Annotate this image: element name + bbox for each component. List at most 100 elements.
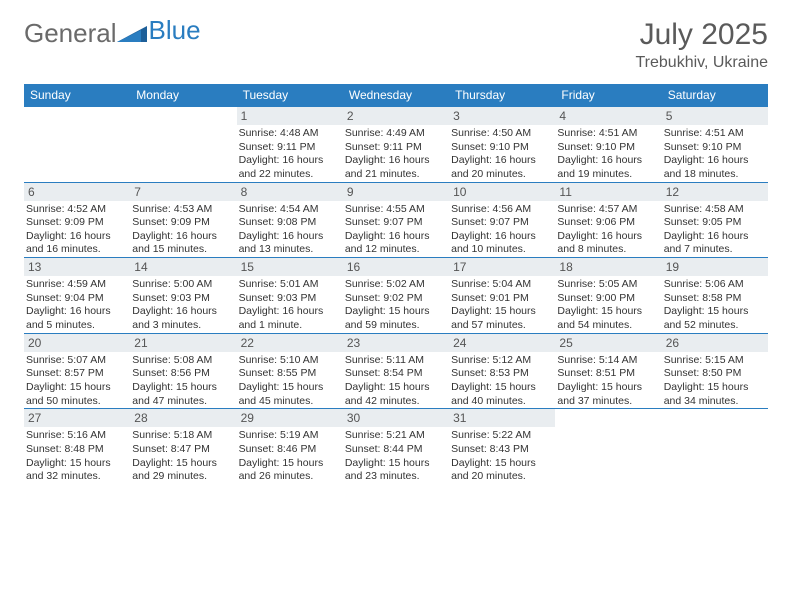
sunset-text: Sunset: 9:10 PM <box>451 141 553 155</box>
daylight-text: Daylight: 15 hours and 50 minutes. <box>26 381 128 408</box>
logo-triangle-icon <box>117 20 147 42</box>
sunrise-text: Sunrise: 5:16 AM <box>26 429 128 443</box>
calendar-cell: 9Sunrise: 4:55 AMSunset: 9:07 PMDaylight… <box>343 182 449 258</box>
sunset-text: Sunset: 9:09 PM <box>132 216 234 230</box>
day-number: 18 <box>555 258 661 276</box>
day-number: 11 <box>555 183 661 201</box>
day-number: 7 <box>130 183 236 201</box>
daylight-text: Daylight: 16 hours and 16 minutes. <box>26 230 128 257</box>
sunrise-text: Sunrise: 5:22 AM <box>451 429 553 443</box>
day-details: Sunrise: 4:51 AMSunset: 9:10 PMDaylight:… <box>555 125 661 182</box>
calendar-row: 1Sunrise: 4:48 AMSunset: 9:11 PMDaylight… <box>24 107 768 183</box>
calendar-cell: 28Sunrise: 5:18 AMSunset: 8:47 PMDayligh… <box>130 409 236 484</box>
sunset-text: Sunset: 8:47 PM <box>132 443 234 457</box>
daylight-text: Daylight: 15 hours and 37 minutes. <box>557 381 659 408</box>
sunset-text: Sunset: 9:11 PM <box>239 141 341 155</box>
sunrise-text: Sunrise: 4:53 AM <box>132 203 234 217</box>
sunrise-text: Sunrise: 5:14 AM <box>557 354 659 368</box>
day-details: Sunrise: 4:58 AMSunset: 9:05 PMDaylight:… <box>662 201 768 258</box>
day-details: Sunrise: 4:49 AMSunset: 9:11 PMDaylight:… <box>343 125 449 182</box>
daylight-text: Daylight: 16 hours and 15 minutes. <box>132 230 234 257</box>
sunset-text: Sunset: 8:54 PM <box>345 367 447 381</box>
calendar-cell: 18Sunrise: 5:05 AMSunset: 9:00 PMDayligh… <box>555 258 661 334</box>
calendar-cell: 17Sunrise: 5:04 AMSunset: 9:01 PMDayligh… <box>449 258 555 334</box>
day-number: 15 <box>237 258 343 276</box>
day-details: Sunrise: 5:07 AMSunset: 8:57 PMDaylight:… <box>24 352 130 409</box>
day-details: Sunrise: 4:50 AMSunset: 9:10 PMDaylight:… <box>449 125 555 182</box>
daylight-text: Daylight: 16 hours and 7 minutes. <box>664 230 766 257</box>
sunset-text: Sunset: 9:09 PM <box>26 216 128 230</box>
day-number: 22 <box>237 334 343 352</box>
day-details: Sunrise: 5:18 AMSunset: 8:47 PMDaylight:… <box>130 427 236 484</box>
daylight-text: Daylight: 15 hours and 29 minutes. <box>132 457 234 484</box>
day-details: Sunrise: 5:21 AMSunset: 8:44 PMDaylight:… <box>343 427 449 484</box>
day-number: 12 <box>662 183 768 201</box>
daylight-text: Daylight: 16 hours and 12 minutes. <box>345 230 447 257</box>
day-number: 21 <box>130 334 236 352</box>
calendar-cell: 23Sunrise: 5:11 AMSunset: 8:54 PMDayligh… <box>343 333 449 409</box>
sunrise-text: Sunrise: 4:56 AM <box>451 203 553 217</box>
day-header: Monday <box>130 84 236 107</box>
sunset-text: Sunset: 8:55 PM <box>239 367 341 381</box>
day-details: Sunrise: 4:54 AMSunset: 9:08 PMDaylight:… <box>237 201 343 258</box>
day-details: Sunrise: 5:14 AMSunset: 8:51 PMDaylight:… <box>555 352 661 409</box>
sunset-text: Sunset: 8:44 PM <box>345 443 447 457</box>
daylight-text: Daylight: 15 hours and 32 minutes. <box>26 457 128 484</box>
calendar-cell: 6Sunrise: 4:52 AMSunset: 9:09 PMDaylight… <box>24 182 130 258</box>
calendar-cell: 22 Sunrise: 5:10 AMSunset: 8:55 PMDayligh… <box>237 333 343 409</box>
calendar-cell <box>24 107 130 183</box>
calendar-cell: 3Sunrise: 4:50 AMSunset: 9:10 PMDaylight… <box>449 107 555 183</box>
sunset-text: Sunset: 8:58 PM <box>664 292 766 306</box>
calendar-cell: 20Sunrise: 5:07 AMSunset: 8:57 PMDayligh… <box>24 333 130 409</box>
day-number: 13 <box>24 258 130 276</box>
day-number: 17 <box>449 258 555 276</box>
page-title: July 2025 <box>636 18 769 52</box>
daylight-text: Daylight: 16 hours and 19 minutes. <box>557 154 659 181</box>
daylight-text: Daylight: 15 hours and 20 minutes. <box>451 457 553 484</box>
sunset-text: Sunset: 8:46 PM <box>239 443 341 457</box>
daylight-text: Daylight: 15 hours and 57 minutes. <box>451 305 553 332</box>
calendar-cell: 21Sunrise: 5:08 AMSunset: 8:56 PMDayligh… <box>130 333 236 409</box>
sunset-text: Sunset: 8:48 PM <box>26 443 128 457</box>
day-number: 3 <box>449 107 555 125</box>
calendar-row: 13 Sunrise: 4:59 AMSunset: 9:04 PM Dayligh… <box>24 258 768 334</box>
calendar-cell: 7 Sunrise: 4:53 AMSunset: 9:09 PMDaylight… <box>130 182 236 258</box>
sunset-text: Sunset: 9:00 PM <box>557 292 659 306</box>
day-details: Sunrise: 4:55 AMSunset: 9:07 PMDaylight:… <box>343 201 449 258</box>
location-label: Trebukhiv, Ukraine <box>636 54 769 72</box>
day-number: 9 <box>343 183 449 201</box>
day-header: Wednesday <box>343 84 449 107</box>
daylight-text: Daylight: 16 hours and 10 minutes. <box>451 230 553 257</box>
calendar-cell: 8Sunrise: 4:54 AMSunset: 9:08 PMDaylight… <box>237 182 343 258</box>
daylight-text: Daylight: 16 hours and 3 minutes. <box>132 305 234 332</box>
sunrise-text: Sunrise: 5:15 AM <box>664 354 766 368</box>
day-header: Tuesday <box>237 84 343 107</box>
calendar-cell: 10Sunrise: 4:56 AMSunset: 9:07 PMDayligh… <box>449 182 555 258</box>
calendar-cell: 1Sunrise: 4:48 AMSunset: 9:11 PMDaylight… <box>237 107 343 183</box>
sunset-text: Sunset: 9:10 PM <box>664 141 766 155</box>
daylight-text: Daylight: 16 hours and 1 minute. <box>239 305 341 332</box>
day-details: Sunrise: 5:15 AMSunset: 8:50 PMDaylight:… <box>662 352 768 409</box>
sunset-text: Sunset: 8:53 PM <box>451 367 553 381</box>
sunrise-text: Sunrise: 4:59 AM <box>26 278 128 292</box>
day-details: Sunrise: 5:06 AMSunset: 8:58 PMDaylight:… <box>662 276 768 333</box>
calendar-cell: 27Sunrise: 5:16 AMSunset: 8:48 PMDayligh… <box>24 409 130 484</box>
calendar-cell: 30Sunrise: 5:21 AMSunset: 8:44 PMDayligh… <box>343 409 449 484</box>
day-number: 25 <box>555 334 661 352</box>
daylight-text: Daylight: 15 hours and 45 minutes. <box>239 381 341 408</box>
day-header: Thursday <box>449 84 555 107</box>
day-details: Sunrise: 4:51 AMSunset: 9:10 PMDaylight:… <box>662 125 768 182</box>
calendar-cell: 31Sunrise: 5:22 AMSunset: 8:43 PMDayligh… <box>449 409 555 484</box>
day-details: Sunrise: 5:16 AMSunset: 8:48 PMDaylight:… <box>24 427 130 484</box>
daylight-text: Daylight: 16 hours and 22 minutes. <box>239 154 341 181</box>
daylight-text: Daylight: 16 hours and 18 minutes. <box>664 154 766 181</box>
sunset-text: Sunset: 9:04 PM <box>26 292 128 306</box>
sunset-text: Sunset: 8:57 PM <box>26 367 128 381</box>
sunrise-text: Sunrise: 5:10 AM <box>239 354 341 368</box>
sunrise-text: Sunrise: 4:51 AM <box>557 127 659 141</box>
calendar-row: 20Sunrise: 5:07 AMSunset: 8:57 PMDayligh… <box>24 333 768 409</box>
logo-text-general: General <box>24 18 117 49</box>
sunset-text: Sunset: 8:50 PM <box>664 367 766 381</box>
daylight-text: Daylight: 15 hours and 42 minutes. <box>345 381 447 408</box>
sunset-text: Sunset: 9:03 PM <box>239 292 341 306</box>
